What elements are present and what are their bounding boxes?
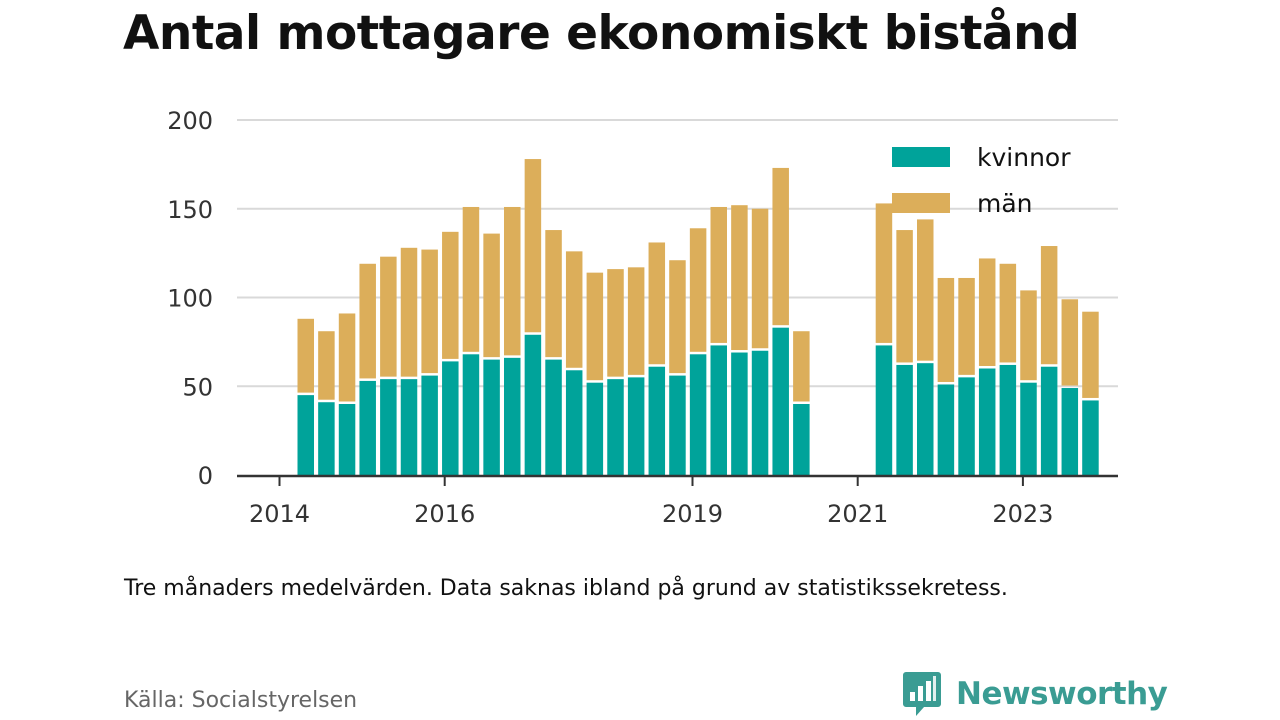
bar-man [442, 231, 459, 359]
legend-swatch-kvinnor [892, 147, 950, 167]
bar-kvinnor [669, 375, 686, 475]
bar-man [586, 272, 604, 381]
bar-kvinnor [648, 366, 666, 475]
x-tick-label: 2019 [662, 500, 723, 528]
legend-swatch-man [892, 193, 950, 213]
bar-man [937, 277, 955, 382]
bar-man [731, 205, 748, 351]
bar-man [338, 313, 356, 402]
bar-kvinnor [442, 361, 459, 475]
y-tick-label: 0 [198, 462, 213, 490]
bar-kvinnor [1020, 382, 1037, 475]
bar-kvinnor [772, 327, 789, 475]
x-axis-ticks: 2014 2016 2019 2021 2023 [249, 476, 1053, 528]
bar-man [545, 230, 562, 358]
bar-man [565, 251, 583, 368]
bar-kvinnor [565, 370, 583, 475]
bar-kvinnor [421, 375, 438, 475]
x-tick-label: 2021 [827, 500, 888, 528]
bar-man [483, 233, 500, 358]
bar-kvinnor [627, 377, 645, 475]
bar-man [318, 331, 335, 400]
y-tick-label: 100 [167, 285, 213, 313]
bar-chart: 0 50 100 150 200 2014 2016 2019 2021 2023 kvinno… [167, 107, 1118, 528]
legend-label-man: män [977, 189, 1033, 218]
bar-kvinnor [710, 345, 727, 475]
source-text: Källa: Socialstyrelsen [124, 688, 358, 713]
bar-kvinnor [318, 402, 335, 475]
bar-kvinnor [524, 334, 542, 475]
chart-note: Tre månaders medelvärden. Data saknas ib… [124, 576, 1008, 601]
bar-kvinnor [937, 384, 955, 475]
brand-logo: Newsworthy [902, 670, 1168, 718]
bar-kvinnor [875, 345, 893, 475]
legend: kvinnor män [892, 143, 1071, 218]
bar-man [462, 206, 480, 352]
bar-man [648, 242, 666, 365]
bar-man [978, 258, 996, 366]
bar-kvinnor [483, 359, 500, 475]
bar-kvinnor [958, 377, 975, 475]
bar-kvinnor [462, 354, 480, 475]
y-tick-label: 150 [167, 196, 213, 224]
bar-man [380, 256, 397, 377]
bar-man [793, 331, 810, 402]
bar-kvinnor [359, 380, 376, 475]
y-tick-label: 50 [182, 373, 213, 401]
x-tick-label: 2014 [249, 500, 310, 528]
y-tick-label: 200 [167, 107, 213, 135]
bars [297, 159, 1099, 475]
bar-kvinnor [338, 404, 356, 475]
bar-man [751, 208, 769, 349]
brand-name: Newsworthy [956, 676, 1168, 712]
y-axis-ticks: 0 50 100 150 200 [167, 107, 213, 490]
bar-man [710, 206, 727, 343]
bar-man [689, 228, 707, 352]
bar-kvinnor [1061, 388, 1079, 475]
bar-man [917, 219, 934, 361]
bar-man [504, 206, 521, 356]
legend-label-kvinnor: kvinnor [977, 143, 1071, 172]
bar-man [421, 249, 438, 374]
x-tick-label: 2016 [414, 500, 475, 528]
bar-man [1082, 311, 1099, 398]
bar-man [896, 230, 913, 363]
bar-man [1061, 299, 1079, 386]
bar-kvinnor [999, 364, 1017, 475]
bar-man [627, 267, 645, 375]
bar-kvinnor [978, 368, 996, 475]
bar-man [999, 263, 1017, 363]
bar-kvinnor [689, 354, 707, 475]
bar-man [524, 159, 542, 333]
bar-man [359, 263, 376, 379]
bar-man [607, 269, 624, 377]
bar-kvinnor [607, 379, 624, 475]
x-tick-label: 2023 [992, 500, 1053, 528]
bar-man [1020, 290, 1037, 381]
bar-kvinnor [793, 404, 810, 475]
bar-kvinnor [1082, 400, 1099, 475]
bar-man [297, 318, 314, 393]
bar-man [875, 203, 893, 343]
bar-man [400, 247, 418, 377]
chart-title: Antal mottagare ekonomiskt bistånd [123, 6, 1080, 61]
bar-kvinnor [400, 379, 418, 475]
bar-kvinnor [896, 364, 913, 475]
bar-kvinnor [731, 352, 748, 475]
bar-kvinnor [917, 363, 934, 475]
bar-kvinnor [380, 379, 397, 475]
bar-kvinnor [545, 359, 562, 475]
bar-kvinnor [297, 395, 314, 475]
bar-man [1040, 246, 1058, 365]
bar-kvinnor [504, 357, 521, 475]
bar-man [772, 167, 789, 326]
bar-man [958, 277, 975, 375]
bar-chart-speech-bubble-icon [903, 672, 941, 716]
bar-kvinnor [751, 350, 769, 475]
bar-kvinnor [586, 382, 604, 475]
bar-kvinnor [1040, 366, 1058, 475]
bar-man [669, 260, 686, 374]
